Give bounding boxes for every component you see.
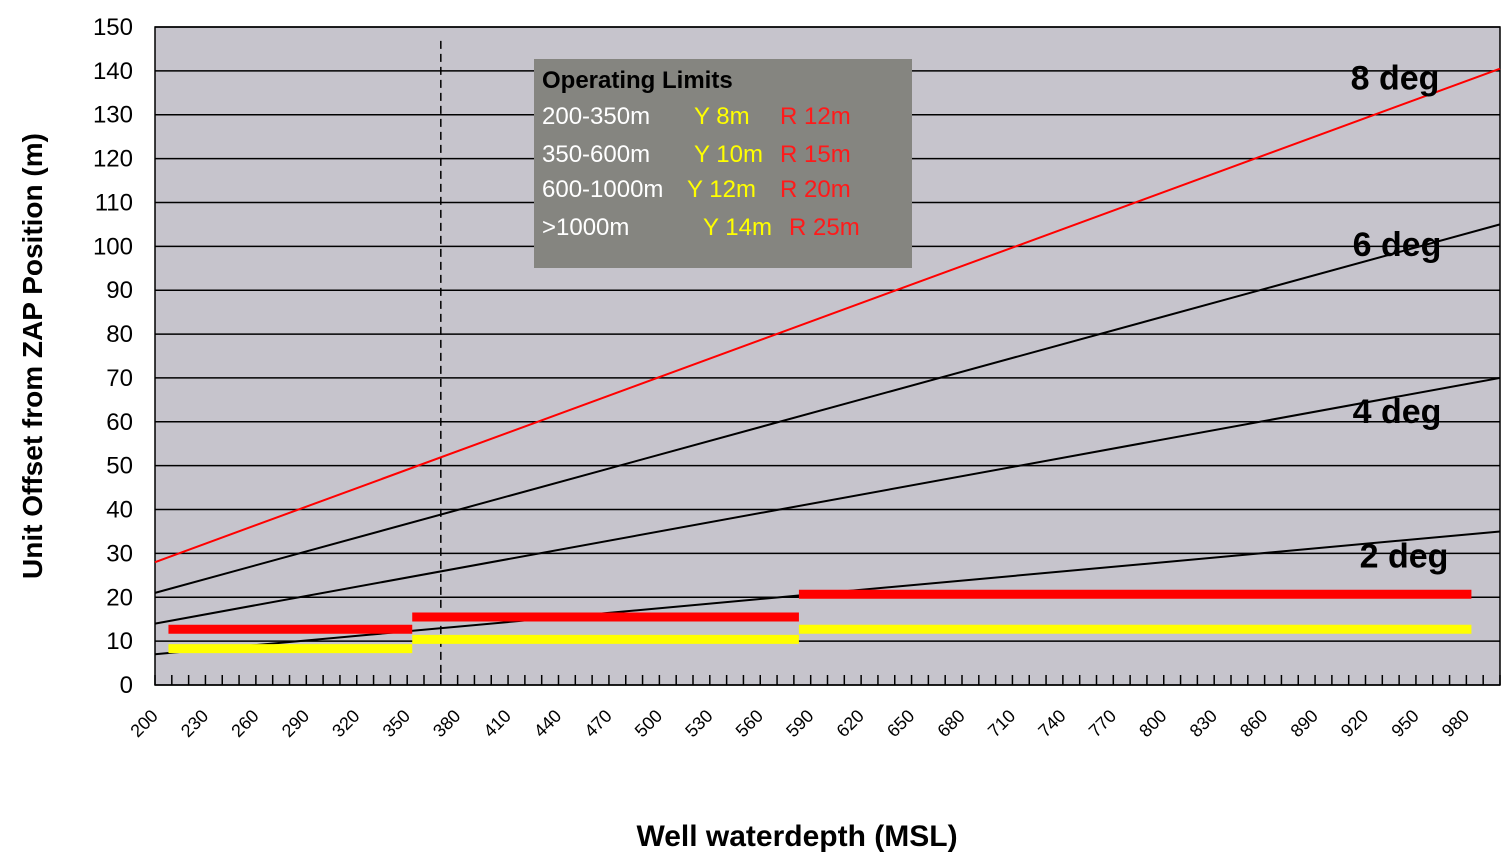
legend-yellow-limit: Y 14m bbox=[703, 214, 772, 241]
x-tick-label: 980 bbox=[1438, 706, 1473, 741]
y-tick-label: 30 bbox=[106, 540, 133, 567]
x-tick-label: 200 bbox=[126, 706, 161, 741]
x-tick-label: 260 bbox=[227, 706, 262, 741]
x-tick-label: 800 bbox=[1135, 706, 1170, 741]
y-tick-label: 90 bbox=[106, 277, 133, 304]
y-tick-label: 110 bbox=[95, 189, 133, 216]
series-line-4-deg bbox=[154, 376, 1501, 625]
y-axis-label: Unit Offset from ZAP Position (m) bbox=[17, 133, 48, 579]
legend-yellow-limit: Y 8m bbox=[694, 103, 750, 130]
legend-title: Operating Limits bbox=[542, 67, 733, 94]
x-axis-label: Well waterdepth (MSL) bbox=[636, 820, 957, 853]
x-tick-label: 950 bbox=[1387, 706, 1422, 741]
y-tick-label: 50 bbox=[106, 453, 133, 480]
legend-range: 200-350m bbox=[542, 103, 651, 130]
degree-label: 6 deg bbox=[1353, 226, 1442, 264]
x-tick-label: 290 bbox=[278, 706, 313, 741]
y-tick-label: 140 bbox=[93, 58, 133, 85]
x-tick-label: 890 bbox=[1287, 706, 1322, 741]
x-tick-label: 500 bbox=[631, 706, 666, 741]
operating-limits-legend: Operating Limits 200-350m Y 8m R 12m 350-60… bbox=[534, 59, 912, 268]
y-tick-label: 120 bbox=[93, 146, 133, 173]
legend-range: 600-1000m bbox=[542, 176, 664, 203]
x-tick-label: 620 bbox=[833, 706, 868, 741]
legend-red-limit: R 25m bbox=[789, 214, 860, 241]
y-tick-label: 60 bbox=[106, 409, 133, 436]
x-tick-label: 770 bbox=[1085, 706, 1120, 741]
x-tick-label: 380 bbox=[429, 706, 464, 741]
x-tick-label: 680 bbox=[933, 706, 968, 741]
y-tick-label: 80 bbox=[106, 321, 133, 348]
x-tick-label: 830 bbox=[1186, 706, 1221, 741]
gridlines bbox=[154, 26, 1501, 686]
degree-lines bbox=[154, 67, 1501, 656]
degree-labels: 8 deg 6 deg 4 deg 2 deg bbox=[1351, 59, 1449, 575]
legend-red-limit: R 20m bbox=[780, 176, 851, 203]
y-tick-label: 130 bbox=[93, 102, 133, 129]
x-tick-label: 410 bbox=[480, 706, 515, 741]
y-tick-label: 20 bbox=[106, 584, 133, 611]
y-tick-label: 150 bbox=[93, 14, 133, 41]
x-tick-labels: 200 230 260 290 320 350 380 410 440 470 500 530 560 5… bbox=[126, 706, 1473, 741]
x-tick-label: 320 bbox=[328, 706, 363, 741]
limit-bars bbox=[168, 589, 1472, 654]
x-tick-label: 710 bbox=[984, 706, 1019, 741]
series-line-6-deg bbox=[154, 223, 1501, 594]
y-tick-label: 70 bbox=[106, 365, 133, 392]
x-tick-label: 650 bbox=[883, 706, 918, 741]
x-tick-label: 860 bbox=[1236, 706, 1271, 741]
x-tick-label: 440 bbox=[530, 706, 565, 741]
legend-red-limit: R 12m bbox=[780, 103, 851, 130]
degree-label: 4 deg bbox=[1353, 393, 1442, 431]
x-tick-label: 590 bbox=[782, 706, 817, 741]
y-tick-label: 40 bbox=[106, 497, 133, 524]
y-tick-label: 0 bbox=[120, 672, 133, 699]
y-tick-labels: 0 10 20 30 40 50 60 70 80 90 100 110 120 130 140 150 bbox=[93, 14, 133, 699]
x-tick-label: 350 bbox=[379, 706, 414, 741]
series-line-8-deg bbox=[154, 67, 1501, 564]
x-tick-label: 470 bbox=[580, 706, 615, 741]
y-tick-label: 100 bbox=[93, 233, 133, 260]
degree-label: 8 deg bbox=[1351, 59, 1440, 97]
x-tick-label: 560 bbox=[732, 706, 767, 741]
y-tick-label: 10 bbox=[106, 628, 133, 655]
legend-red-limit: R 15m bbox=[780, 141, 851, 168]
x-tick-label: 230 bbox=[177, 706, 212, 741]
degree-label: 2 deg bbox=[1360, 538, 1449, 576]
legend-yellow-limit: Y 10m bbox=[694, 141, 763, 168]
x-tick-label: 740 bbox=[1034, 706, 1069, 741]
x-tick-label: 920 bbox=[1337, 706, 1372, 741]
legend-range: >1000m bbox=[542, 214, 630, 241]
x-tick-label: 530 bbox=[681, 706, 716, 741]
legend-range: 350-600m bbox=[542, 141, 651, 168]
legend-yellow-limit: Y 12m bbox=[687, 176, 756, 203]
